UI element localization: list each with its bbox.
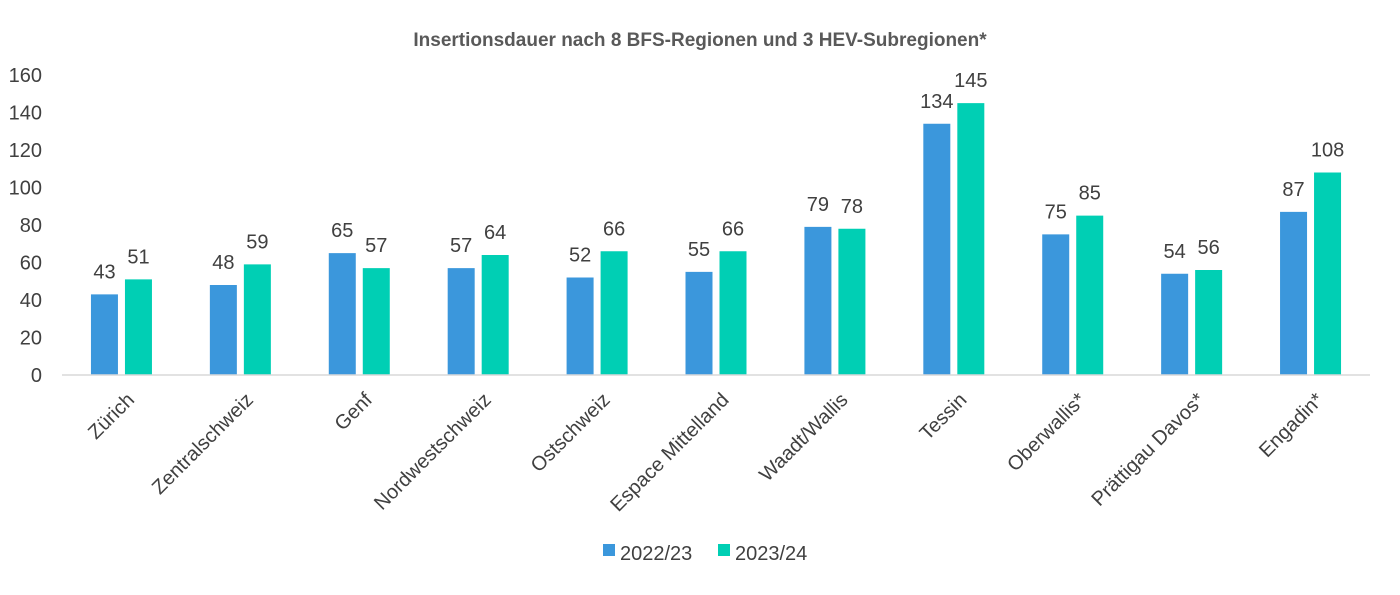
data-label: 85 [1079, 183, 1101, 205]
data-label: 78 [841, 196, 863, 218]
data-label: 52 [569, 245, 591, 267]
bar [1314, 172, 1342, 375]
legend: 2022/23 2023/24 [603, 543, 807, 565]
y-tick-label: 160 [9, 65, 42, 87]
y-tick-label: 40 [20, 290, 42, 312]
x-tick-label: Oberwallis* [1003, 389, 1090, 476]
bar [1280, 211, 1308, 375]
data-label: 48 [212, 252, 234, 274]
bar [1195, 270, 1223, 375]
data-label: 57 [450, 235, 472, 257]
bar [1076, 215, 1104, 375]
bar [600, 251, 628, 375]
legend-swatch [603, 544, 615, 556]
bar [1161, 273, 1189, 375]
bar [804, 226, 832, 375]
data-label: 66 [603, 218, 625, 240]
x-tick-label: Nordwestschweiz [370, 389, 496, 515]
chart-title: Insertionsdauer nach 8 BFS-Regionen und … [413, 30, 987, 51]
y-tick-label: 80 [20, 215, 42, 237]
data-label: 54 [1164, 241, 1186, 263]
data-label: 55 [688, 239, 710, 261]
data-label: 57 [365, 235, 387, 257]
bar [923, 123, 951, 375]
y-tick-label: 60 [20, 253, 42, 275]
y-axis: 0 20 40 60 80 100 120 140 160 [9, 65, 42, 387]
data-label: 56 [1198, 237, 1220, 259]
x-tick-label: Tessin [916, 389, 972, 445]
data-label: 65 [331, 220, 353, 242]
legend-label: 2023/24 [735, 543, 807, 565]
bar [566, 277, 594, 375]
y-tick-label: 100 [9, 178, 42, 200]
bar [328, 253, 356, 375]
x-tick-label: Engadin* [1255, 389, 1328, 462]
legend-swatch [718, 544, 730, 556]
data-label: 87 [1282, 179, 1304, 201]
data-label: 134 [920, 91, 953, 113]
x-tick-label: Zürich [84, 389, 139, 444]
x-tick-label: Prättigau Davos* [1087, 389, 1209, 511]
bar [243, 264, 271, 375]
bar [447, 268, 475, 375]
data-label: 79 [807, 194, 829, 216]
bar [838, 228, 866, 375]
data-label: 59 [246, 231, 268, 253]
bar [719, 251, 747, 375]
data-label: 75 [1045, 201, 1067, 223]
data-label: 108 [1311, 140, 1344, 162]
data-label: 145 [954, 70, 987, 92]
bar [209, 285, 237, 375]
data-label: 43 [93, 261, 115, 283]
y-tick-label: 120 [9, 140, 42, 162]
x-tick-label: Espace Mittelland [606, 389, 733, 516]
bar [362, 268, 390, 375]
y-tick-label: 20 [20, 328, 42, 350]
x-tick-label: Waadt/Wallis [755, 389, 852, 486]
bar [685, 271, 713, 375]
bar [124, 279, 152, 375]
y-tick-label: 140 [9, 103, 42, 125]
x-tick-label: Genf [331, 389, 378, 436]
legend-label: 2022/23 [620, 543, 692, 565]
bar [1042, 234, 1070, 375]
data-label: 64 [484, 222, 506, 244]
data-label: 51 [127, 246, 149, 268]
bar [481, 255, 509, 375]
x-tick-label: Ostschweiz [527, 389, 615, 477]
bar [90, 294, 118, 375]
y-tick-label: 0 [31, 365, 42, 387]
x-tick-label: Zentralschweiz [148, 389, 258, 499]
bars [90, 103, 1342, 375]
bar [957, 103, 985, 375]
data-label: 66 [722, 218, 744, 240]
